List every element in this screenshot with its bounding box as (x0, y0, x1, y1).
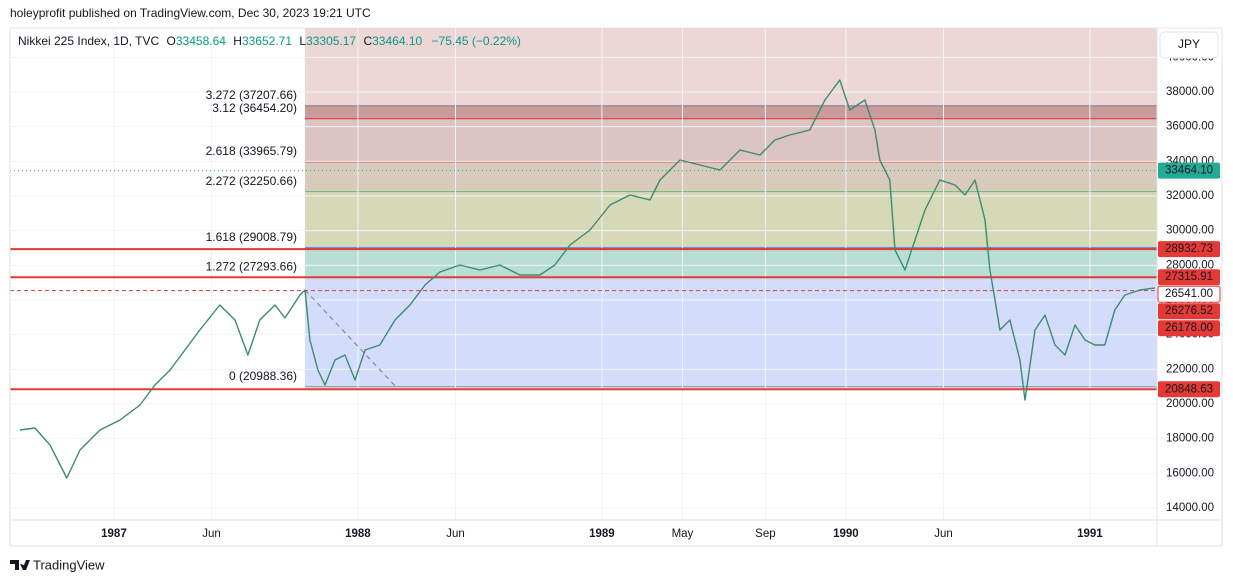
price-tag-label: 28932.73 (1165, 243, 1213, 255)
price-tag (1158, 381, 1220, 398)
fib-zone (305, 105, 1157, 119)
y-tick-label: 38000.00 (1166, 86, 1214, 98)
x-tick-label: 1988 (345, 528, 371, 540)
price-tag (1158, 320, 1220, 337)
legend-l-label: L (299, 34, 306, 48)
y-tick-label: 22000.00 (1166, 363, 1214, 375)
footer-brand: TradingView (33, 557, 105, 572)
fib-label: 1.272 (27293.66) (206, 260, 297, 274)
fib-label: 2.618 (33965.79) (206, 144, 297, 158)
price-tag (1157, 285, 1221, 303)
price-tag-label: 26178.00 (1165, 322, 1213, 334)
legend-h-label: H (233, 34, 242, 48)
fib-zone (305, 28, 1157, 106)
x-tick-label: Jun (202, 528, 221, 540)
x-tick-label: 1990 (833, 528, 859, 540)
y-tick-label: 20000.00 (1166, 398, 1214, 410)
fib-zone (305, 247, 1157, 278)
x-tick-label: 1989 (589, 528, 615, 540)
price-tag (1158, 269, 1220, 286)
legend: Nikkei 225 Index, 1D, TVC O33458.64 H336… (18, 34, 521, 48)
y-tick-label: 32000.00 (1166, 190, 1214, 202)
fib-label: 3.12 (36454.20) (212, 101, 297, 115)
fib-label: 0 (20988.36) (229, 369, 297, 383)
y-tick-label: 36000.00 (1166, 121, 1214, 133)
y-tick-label: 28000.00 (1166, 259, 1214, 271)
legend-change: −75.45 (−0.22%) (432, 34, 521, 48)
fib-zone (305, 161, 1157, 192)
legend-c-label: C (363, 34, 372, 48)
x-tick-label: 1987 (101, 528, 127, 540)
legend-low: 33305.17 (306, 34, 356, 48)
trend-line (304, 289, 398, 389)
currency-label[interactable]: JPY (1178, 37, 1200, 51)
fib-zone (305, 118, 1157, 162)
price-tag (1158, 162, 1220, 179)
chart-frame (9, 27, 1223, 547)
y-tick-label: 16000.00 (1166, 467, 1214, 479)
x-tick-label: Sep (755, 528, 775, 540)
legend-high: 33652.71 (242, 34, 292, 48)
fib-zone (305, 277, 1157, 387)
fib-zone (305, 191, 1157, 248)
time-axis (10, 520, 1222, 546)
price-tag-label: 20848.63 (1165, 383, 1213, 395)
fib-label: 1.618 (29008.79) (206, 230, 297, 244)
price-tag-label: 27315.91 (1165, 271, 1213, 283)
y-tick-label: 14000.00 (1166, 502, 1214, 514)
x-tick-label: May (672, 528, 694, 540)
price-line (19, 79, 1155, 479)
price-tag-label: 26276.52 (1165, 305, 1213, 317)
x-tick-label: Jun (446, 528, 465, 540)
x-tick-label: 1991 (1077, 528, 1103, 540)
legend-close: 33464.10 (372, 34, 422, 48)
legend-open: 33458.64 (176, 34, 226, 48)
price-tag-label: 33464.10 (1165, 165, 1213, 177)
price-tag (1158, 303, 1220, 320)
legend-symbol: Nikkei 225 Index, 1D, TVC (18, 34, 160, 48)
legend-o-label: O (167, 34, 176, 48)
y-tick-label: 30000.00 (1166, 225, 1214, 237)
x-tick-label: Jun (934, 528, 953, 540)
currency-button[interactable] (1159, 31, 1219, 59)
published-note: holeyprofit published on TradingView.com… (10, 6, 371, 20)
price-tag-label: 26541.00 (1165, 288, 1213, 300)
fib-label: 3.272 (37207.66) (206, 88, 297, 102)
price-tag (1158, 241, 1220, 258)
y-tick-label: 18000.00 (1166, 433, 1214, 445)
fib-label: 2.272 (32250.66) (206, 174, 297, 188)
tradingview-logo (10, 560, 30, 570)
